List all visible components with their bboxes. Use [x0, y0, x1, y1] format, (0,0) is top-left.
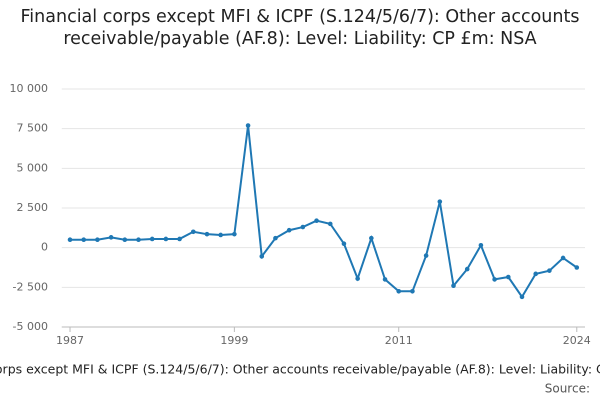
- point: [300, 224, 306, 230]
- point: [423, 253, 429, 258]
- point: [286, 227, 292, 233]
- point: [506, 274, 511, 280]
- point: [95, 237, 100, 243]
- point: [136, 237, 141, 243]
- point: [341, 241, 347, 246]
- y-tick-label: -5 000: [13, 320, 48, 333]
- y-tick-label: 10 000: [10, 82, 49, 95]
- point: [560, 255, 566, 261]
- point: [451, 283, 456, 289]
- point: [273, 235, 278, 241]
- point: [464, 266, 470, 272]
- point: [547, 268, 552, 273]
- x-tick-label: 1987: [56, 334, 84, 347]
- point: [149, 236, 155, 242]
- point: [355, 276, 360, 281]
- chart-title: Financial corps except MFI & ICPF (S.124…: [20, 7, 580, 49]
- point: [314, 218, 319, 223]
- point: [204, 231, 210, 237]
- point: [108, 235, 114, 240]
- y-tick-label: 2 500: [17, 201, 49, 214]
- point: [81, 237, 87, 243]
- point: [245, 123, 251, 128]
- point: [259, 254, 265, 259]
- point: [533, 271, 538, 277]
- x-axis-label: Financial corps except MFI & ICPF (S.124…: [0, 362, 600, 377]
- point: [163, 236, 169, 242]
- point: [519, 294, 525, 300]
- point: [218, 232, 223, 238]
- point: [437, 199, 443, 204]
- point: [396, 289, 402, 294]
- point: [122, 237, 128, 243]
- y-tick-label: 0: [41, 241, 48, 254]
- point: [67, 237, 73, 243]
- point: [232, 231, 237, 237]
- point: [327, 221, 333, 227]
- point: [190, 229, 196, 235]
- point: [410, 289, 415, 294]
- point: [382, 277, 388, 282]
- y-tick-label: 7 500: [17, 122, 49, 135]
- series-line: [70, 125, 578, 299]
- point: [369, 235, 374, 241]
- point: [478, 242, 484, 248]
- point: [492, 277, 497, 282]
- source: Source:: [545, 382, 590, 396]
- y-tick-label: -2 500: [13, 280, 48, 293]
- y-tick-label: 5 000: [17, 161, 49, 174]
- x-tick-label: 1999: [220, 334, 248, 347]
- x-tick-label: 2024: [563, 334, 591, 347]
- x-tick-label: 2011: [385, 334, 413, 347]
- point: [574, 265, 580, 270]
- point: [177, 236, 182, 242]
